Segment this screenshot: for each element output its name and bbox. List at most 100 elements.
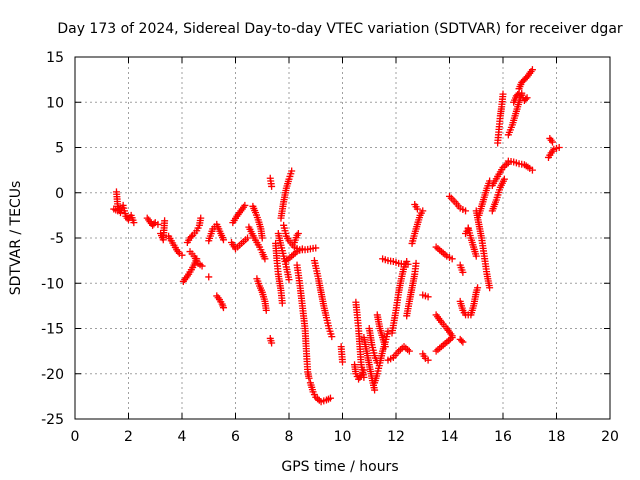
data-point-marker bbox=[555, 144, 563, 151]
data-series-arc-01 bbox=[112, 188, 138, 227]
data-series-arc-42 bbox=[419, 291, 432, 301]
data-point-marker bbox=[261, 255, 269, 263]
data-series-arc-62 bbox=[544, 144, 563, 161]
data-point-marker bbox=[405, 347, 413, 355]
data-series-arc-03 bbox=[143, 214, 162, 229]
data-series-arc-21 bbox=[277, 167, 296, 222]
data-point-marker bbox=[197, 214, 205, 222]
data-point-marker bbox=[305, 374, 313, 382]
data-point-marker bbox=[312, 244, 320, 252]
data-point-marker bbox=[360, 366, 368, 374]
data-point-marker bbox=[462, 207, 470, 215]
data-series-arc-02 bbox=[110, 205, 122, 215]
data-series-arc-37 bbox=[388, 258, 411, 337]
data-series-arc-14 bbox=[245, 223, 269, 263]
data-point-marker bbox=[285, 276, 293, 284]
data-point-marker bbox=[548, 138, 556, 146]
x-tick-label: 4 bbox=[178, 429, 187, 445]
data-point-marker bbox=[219, 236, 227, 244]
data-series-arc-44 bbox=[432, 334, 456, 355]
data-series-arc-30 bbox=[351, 361, 368, 383]
data-series-arc-19 bbox=[274, 229, 293, 284]
data-series-arc-13 bbox=[229, 201, 249, 227]
data-series-arc-08 bbox=[186, 248, 206, 270]
data-series-arc-05 bbox=[165, 232, 186, 259]
data-point-marker bbox=[198, 262, 206, 270]
data-series-arc-20 bbox=[272, 239, 286, 307]
data-point-marker bbox=[241, 201, 249, 209]
data-series-arc-11 bbox=[213, 292, 227, 312]
data-point-marker bbox=[528, 66, 536, 74]
x-tick-label: 12 bbox=[387, 429, 405, 445]
data-series-arc-18 bbox=[266, 334, 276, 347]
data-series-arc-49 bbox=[456, 335, 467, 346]
y-tick-label: 10 bbox=[46, 95, 64, 111]
data-point-marker bbox=[412, 259, 420, 267]
data-point-marker bbox=[500, 175, 508, 183]
data-series-arc-04 bbox=[157, 217, 169, 244]
axis-ticks: 0 2 4 6 8 10 12 14 16 18 20 -25 -20 -15 -10 -5 0 5 10 15 bbox=[41, 50, 619, 445]
data-series-arc-58 bbox=[504, 157, 536, 174]
y-tick-label: 15 bbox=[46, 50, 64, 66]
data-series-arc-36 bbox=[384, 343, 413, 364]
data-point-marker bbox=[244, 234, 252, 242]
data-point-marker bbox=[448, 255, 456, 263]
data-point-marker bbox=[278, 299, 286, 307]
x-tick-label: 20 bbox=[601, 429, 619, 445]
data-series-arc-61 bbox=[546, 134, 556, 146]
data-series-arc-59 bbox=[515, 66, 536, 93]
data-series-arc-10 bbox=[205, 273, 213, 281]
data-point-marker bbox=[413, 205, 421, 213]
y-tick-label: 5 bbox=[55, 141, 64, 157]
data-point-marker bbox=[474, 284, 482, 292]
data-point-marker bbox=[419, 207, 427, 215]
chart-title: Day 173 of 2024, Sidereal Day-to-day VTE… bbox=[57, 21, 623, 37]
data-series-arc-40 bbox=[411, 201, 421, 213]
x-tick-label: 10 bbox=[334, 429, 352, 445]
data-point-marker bbox=[528, 166, 536, 174]
data-series-arc-47 bbox=[456, 284, 482, 319]
data-series-arc-23 bbox=[282, 245, 306, 265]
x-tick-label: 6 bbox=[231, 429, 240, 445]
data-point-marker bbox=[486, 284, 494, 292]
data-series-arc-12 bbox=[227, 234, 252, 253]
data-series-arc-45 bbox=[432, 243, 456, 263]
data-series-arc-60 bbox=[510, 89, 531, 106]
data-series-arc-41 bbox=[419, 350, 432, 364]
data-points bbox=[110, 66, 563, 406]
y-tick-label: 0 bbox=[55, 186, 64, 202]
data-series-arc-25 bbox=[290, 229, 302, 247]
data-series-arc-15 bbox=[249, 202, 266, 242]
data-series-arc-16 bbox=[253, 275, 270, 314]
data-point-marker bbox=[499, 90, 507, 98]
data-point-marker bbox=[458, 337, 466, 345]
data-series-arc-17 bbox=[266, 174, 276, 190]
data-series-arc-46 bbox=[446, 192, 470, 215]
data-series-arc-24 bbox=[293, 261, 313, 382]
x-tick-label: 8 bbox=[285, 429, 294, 445]
data-point-marker bbox=[294, 229, 302, 237]
data-point-marker bbox=[205, 273, 213, 281]
data-point-marker bbox=[268, 339, 276, 347]
y-tick-label: -15 bbox=[41, 322, 64, 338]
data-point-marker bbox=[262, 306, 270, 314]
data-point-marker bbox=[258, 234, 266, 242]
data-series-arc-48 bbox=[456, 261, 467, 276]
data-series-arc-39 bbox=[408, 207, 427, 247]
y-tick-label: -25 bbox=[41, 412, 64, 428]
x-tick-label: 0 bbox=[71, 429, 80, 445]
data-point-marker bbox=[187, 233, 195, 241]
y-tick-label: -20 bbox=[41, 367, 64, 383]
x-tick-label: 14 bbox=[441, 429, 459, 445]
data-point-marker bbox=[161, 217, 169, 225]
data-point-marker bbox=[403, 258, 411, 266]
data-point-marker bbox=[523, 94, 531, 102]
data-point-marker bbox=[419, 291, 427, 299]
data-series-arc-43 bbox=[432, 311, 456, 340]
data-point-marker bbox=[522, 95, 530, 103]
data-point-marker bbox=[448, 334, 456, 342]
data-series-arc-54 bbox=[488, 159, 512, 190]
y-tick-label: -10 bbox=[41, 276, 64, 292]
